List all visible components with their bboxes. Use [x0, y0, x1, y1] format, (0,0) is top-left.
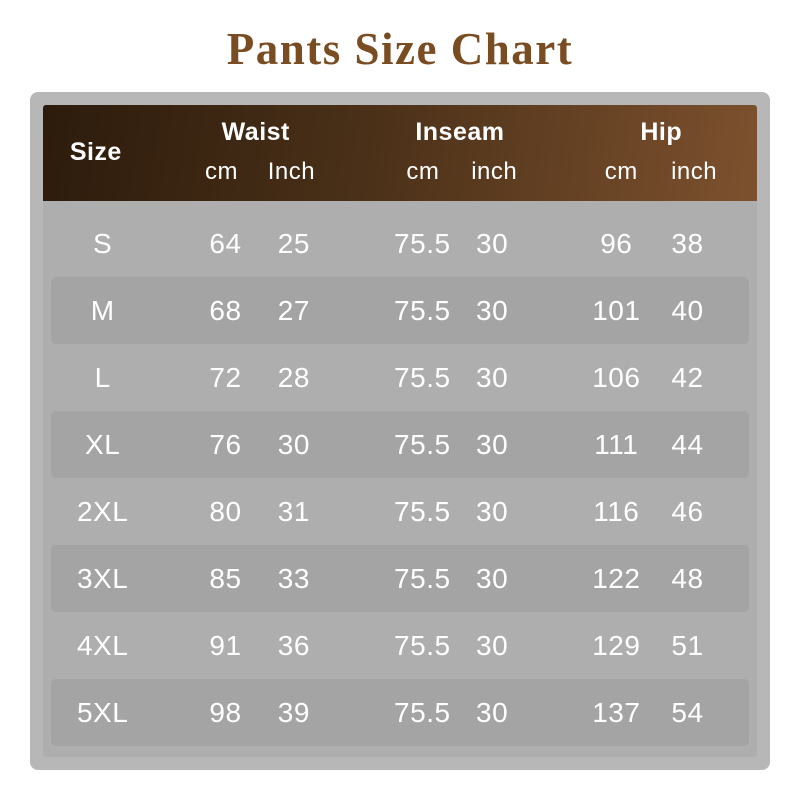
hip-inch-cell: 42: [671, 361, 704, 393]
waist-cm-cell: 80: [209, 495, 242, 527]
header-hip-inch: inch: [671, 157, 718, 185]
inseam-cm-cell: 75.5: [394, 495, 451, 527]
inseam-cm-cell: 75.5: [394, 696, 451, 728]
hip-inch-cell: 44: [671, 428, 704, 460]
size-chart-panel: Size Waist cm Inch Inseam cm inch Hip cm…: [30, 92, 770, 770]
hip-inch-cell: 46: [671, 495, 704, 527]
waist-cm-cell: 91: [209, 629, 242, 661]
size-cell: S: [93, 227, 113, 259]
inseam-inch-cell: 30: [476, 562, 509, 594]
hip-cm-cell: 106: [592, 361, 641, 393]
waist-inch-cell: 36: [277, 629, 310, 661]
page-title: Pants Size Chart: [226, 24, 574, 74]
inseam-cm-cell: 75.5: [394, 294, 451, 326]
table-body: S 64 25 75.5 30 96 38 M 68 27 75.5 30 10…: [43, 201, 757, 746]
size-cell: L: [94, 361, 111, 393]
inseam-inch-cell: 30: [476, 227, 509, 259]
table-row: L 72 28 75.5 30 106 42: [51, 344, 749, 411]
waist-cm-cell: 68: [209, 294, 242, 326]
waist-cm-cell: 85: [209, 562, 242, 594]
table-row: S 64 25 75.5 30 96 38: [51, 210, 749, 277]
hip-cm-cell: 129: [592, 629, 641, 661]
waist-inch-cell: 30: [277, 428, 310, 460]
waist-inch-cell: 25: [277, 227, 310, 259]
waist-cm-cell: 72: [209, 361, 242, 393]
waist-cm-cell: 64: [209, 227, 242, 259]
header-waist: Waist: [221, 118, 290, 146]
inseam-cm-cell: 75.5: [394, 562, 451, 594]
header-waist-inch: Inch: [267, 157, 316, 185]
hip-cm-cell: 101: [592, 294, 641, 326]
size-cell: M: [90, 294, 115, 326]
waist-inch-cell: 27: [277, 294, 310, 326]
table-row: 5XL 98 39 75.5 30 137 54: [51, 679, 749, 746]
waist-cm-cell: 98: [209, 696, 242, 728]
size-cell: 3XL: [76, 562, 129, 594]
inseam-inch-cell: 30: [476, 294, 509, 326]
header-size: Size: [69, 137, 122, 166]
waist-inch-cell: 33: [277, 562, 310, 594]
size-cell: XL: [85, 428, 121, 460]
waist-inch-cell: 31: [277, 495, 310, 527]
size-cell: 2XL: [76, 495, 129, 527]
inseam-inch-cell: 30: [476, 495, 509, 527]
hip-cm-cell: 122: [592, 562, 641, 594]
hip-cm-cell: 96: [600, 227, 633, 259]
inseam-cm-cell: 75.5: [394, 629, 451, 661]
hip-cm-cell: 111: [594, 428, 639, 460]
inseam-inch-cell: 30: [476, 428, 509, 460]
hip-inch-cell: 40: [671, 294, 704, 326]
hip-cm-cell: 116: [593, 495, 640, 527]
waist-inch-cell: 28: [277, 361, 310, 393]
inseam-cm-cell: 75.5: [394, 361, 451, 393]
table-row: M 68 27 75.5 30 101 40: [51, 277, 749, 344]
waist-cm-cell: 76: [209, 428, 242, 460]
size-cell: 4XL: [76, 629, 129, 661]
header-hip-cm: cm: [604, 157, 638, 185]
header-inseam-cm: cm: [406, 157, 440, 185]
hip-inch-cell: 48: [671, 562, 704, 594]
waist-inch-cell: 39: [277, 696, 310, 728]
table-row: 3XL 85 33 75.5 30 122 48: [51, 545, 749, 612]
table-row: 4XL 91 36 75.5 30 129 51: [51, 612, 749, 679]
table-row: XL 76 30 75.5 30 111 44: [51, 411, 749, 478]
table-header: Size Waist cm Inch Inseam cm inch Hip cm…: [43, 105, 757, 201]
hip-inch-cell: 51: [671, 629, 704, 661]
hip-inch-cell: 38: [671, 227, 704, 259]
header-inseam-inch: inch: [471, 157, 518, 185]
inseam-cm-cell: 75.5: [394, 227, 451, 259]
header-waist-cm: cm: [204, 157, 238, 185]
table-row: 2XL 80 31 75.5 30 116 46: [51, 478, 749, 545]
inseam-cm-cell: 75.5: [394, 428, 451, 460]
size-cell: 5XL: [76, 696, 129, 728]
size-chart-table: Size Waist cm Inch Inseam cm inch Hip cm…: [43, 105, 757, 757]
header-inseam: Inseam: [415, 118, 505, 146]
inseam-inch-cell: 30: [476, 361, 509, 393]
hip-inch-cell: 54: [671, 696, 704, 728]
hip-cm-cell: 137: [592, 696, 641, 728]
inseam-inch-cell: 30: [476, 629, 509, 661]
header-hip: Hip: [640, 118, 683, 146]
inseam-inch-cell: 30: [476, 696, 509, 728]
